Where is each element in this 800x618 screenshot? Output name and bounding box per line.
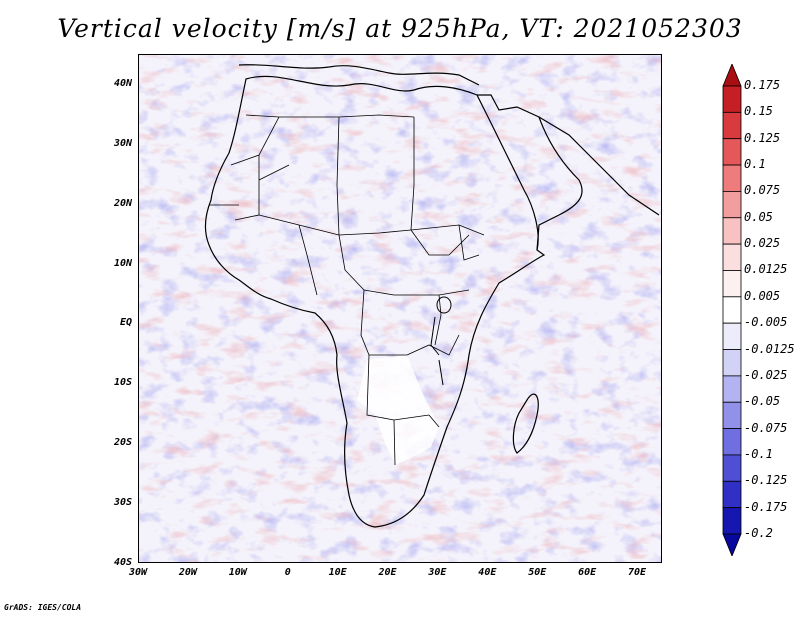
colorbar-tick-label: -0.0125 [744,341,795,356]
country-borders [209,114,485,466]
map-panel [138,54,662,563]
lon-tick-label: 20W [178,567,197,578]
lat-tick-label: 40N [113,77,132,89]
colorbar-tick-label: 0.1 [744,157,766,172]
lon-tick-label: 10W [228,567,247,578]
colorbar-tick-label: -0.2 [744,526,773,540]
colorbar-box [722,217,742,245]
colorbar [722,64,742,556]
grads-credit: GrADS: IGES/COLA [4,603,82,612]
colorbar-tick-label: -0.075 [744,420,788,435]
lakes [430,296,452,386]
colorbar-box [722,401,742,429]
colorbar-tick-label: 0.15 [744,104,773,119]
colorbar-max-arrow [722,64,742,87]
colorbar-tick-label: 0.175 [744,78,781,92]
lat-tick-label: 10N [113,257,132,269]
colorbar-box [722,270,742,298]
colorbar-tick-label: -0.05 [744,394,781,409]
lon-tick-label: 20E [378,567,397,578]
lon-tick-label: 10E [328,567,347,578]
colorbar-box [722,111,742,140]
lat-tick-label: 10S [113,377,132,389]
colorbar-box [722,349,742,377]
lat-tick-label: 40S [113,557,132,568]
lon-tick-label: 60E [578,567,597,578]
lat-tick-label: EQ [119,317,132,329]
lon-tick-label: 30E [428,567,447,578]
colorbar-min-arrow [722,533,742,556]
colorbar-tick-label: -0.025 [744,367,788,382]
lat-tick-label: 20S [113,437,132,449]
colorbar-box [722,507,742,535]
colorbar-box [722,428,742,456]
colorbar-box [722,138,742,166]
colorbar-tick-label: 0.125 [744,130,781,145]
colorbar-tick-label: 0.05 [744,209,773,224]
coastline [204,64,660,528]
lat-tick-label: 20N [113,197,132,209]
lon-tick-label: 70E [628,567,647,578]
colorbar-box [722,296,742,324]
colorbar-tick-label: -0.125 [744,473,788,488]
colorbar-box [722,191,742,219]
colorbar-box [722,454,742,482]
lon-tick-label: 30W [128,567,148,578]
colorbar-box [722,164,742,192]
lon-tick-label: 40E [478,567,497,578]
lon-tick-label: 50E [528,567,547,578]
colorbar-tick-label: 0.025 [744,236,781,251]
colorbar-tick-label: 0.075 [744,183,781,198]
lat-tick-label: 30S [113,497,132,509]
colorbar-tick-label: -0.1 [744,446,773,461]
colorbar-box [722,243,742,271]
colorbar-tick-label: 0.0125 [744,262,788,277]
lon-tick-label: 0 [284,567,291,578]
colorbar-box [722,375,742,403]
colorbar-tick-label: -0.175 [744,499,788,514]
map-title: Vertical velocity [m/s] at 925hPa, VT: 2… [57,14,743,43]
lat-tick-label: 30N [113,137,132,149]
vertical-velocity-field [139,55,661,562]
colorbar-box [722,322,742,350]
colorbar-tick-label: 0.005 [744,288,781,303]
colorbar-box [722,480,742,509]
colorbar-box [722,85,742,113]
colorbar-tick-label: -0.005 [744,315,788,330]
